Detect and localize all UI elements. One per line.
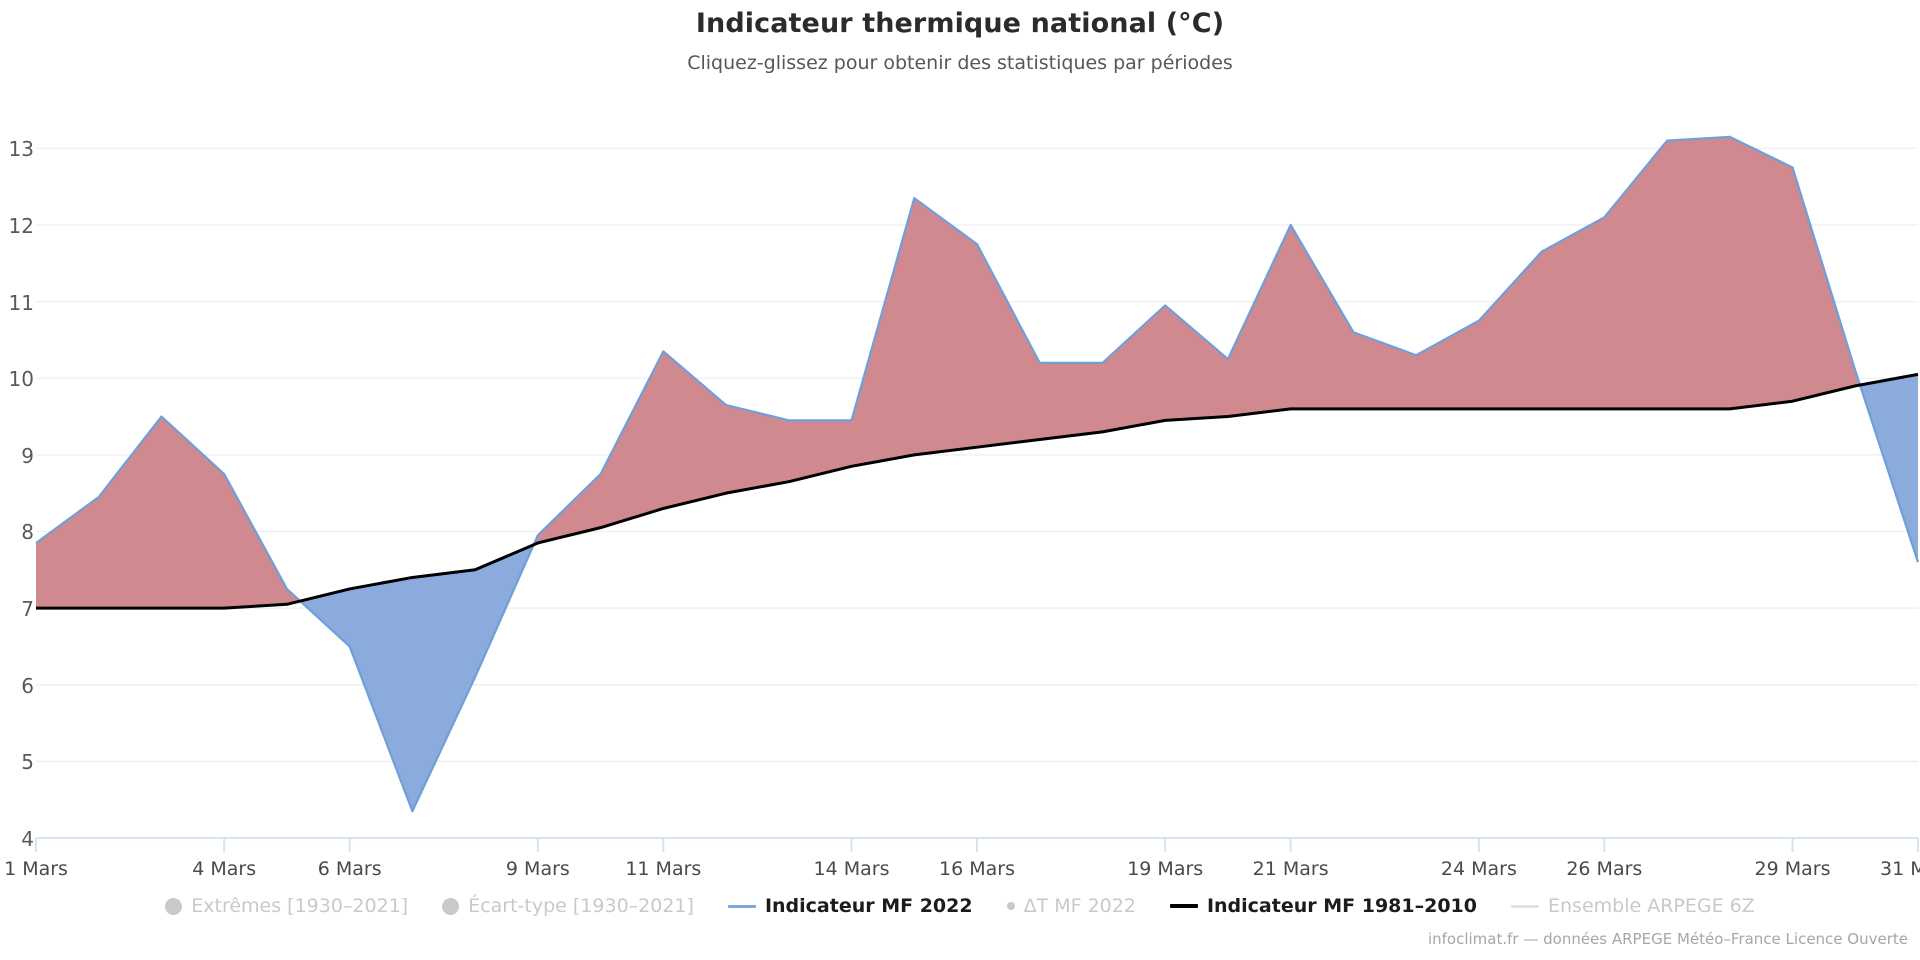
y-tick-label: 4 — [21, 827, 34, 851]
x-tick-label: 31 Mars — [1880, 858, 1920, 880]
series-line-indicateur-mf-1981-2010[interactable] — [36, 372, 1919, 610]
y-tick-label: 11 — [8, 290, 34, 315]
chart-subtitle: Cliquez-glissez pour obtenir des statist… — [687, 52, 1233, 74]
legend-item[interactable]: Extrêmes [1930–2021] — [165, 895, 408, 917]
anomaly-negative-area — [300, 544, 534, 812]
x-tick-label: 24 Mars — [1440, 858, 1517, 880]
y-tick-label: 6 — [21, 673, 34, 698]
legend-item[interactable]: Écart-type [1930–2021] — [442, 895, 694, 917]
legend-item[interactable]: Ensemble ARPEGE 6Z — [1511, 895, 1755, 917]
x-tick-label: 26 Mars — [1566, 858, 1643, 880]
legend-small-dot-icon — [1006, 902, 1015, 910]
x-tick-label: 16 Mars — [939, 858, 1015, 880]
series-line-indicateur-mf-2022[interactable] — [35, 135, 1920, 813]
x-tick-label: 21 Mars — [1252, 858, 1329, 880]
x-tick-label: 29 Mars — [1754, 858, 1831, 880]
legend-item-label: Ensemble ARPEGE 6Z — [1548, 895, 1755, 917]
y-tick-label: 13 — [8, 137, 34, 162]
x-tick-label: 1 Mars — [4, 858, 68, 880]
anomaly-positive-area — [36, 416, 301, 609]
page-title: Indicateur thermique national (°C) — [695, 8, 1225, 39]
x-tick-label: 4 Mars — [192, 858, 257, 880]
y-tick-label: 9 — [21, 443, 34, 468]
x-tick-label: 9 Mars — [505, 858, 570, 880]
legend-item-label: ΔT MF 2022 — [1023, 895, 1136, 917]
y-tick-label: 10 — [8, 367, 34, 392]
x-tick-label: 6 Mars — [317, 858, 382, 880]
x-tick-label: 19 Mars — [1127, 858, 1204, 880]
anomaly-positive-area — [533, 136, 1861, 545]
x-tick-label: 14 Mars — [813, 858, 890, 880]
legend-line-icon — [1169, 904, 1198, 908]
x-tick-label: 11 Mars — [625, 858, 702, 880]
legend-line-icon — [1511, 904, 1539, 908]
y-tick-label: 5 — [21, 750, 34, 775]
legend-item-label: Extrêmes [1930–2021] — [191, 895, 409, 917]
legend-item[interactable]: Indicateur MF 2022 — [727, 895, 973, 917]
legend-item-label: Indicateur MF 2022 — [764, 895, 973, 917]
legend-item-label: Écart-type [1930–2021] — [468, 895, 694, 917]
legend-line-icon — [727, 904, 756, 908]
chart-legend[interactable]: Extrêmes [1930–2021] Écart-type [1930–202… — [0, 895, 1920, 917]
footer-credit: infoclimat.fr — données ARPEGE Météo–Fra… — [1427, 930, 1908, 948]
legend-item[interactable]: ΔT MF 2022 — [1006, 895, 1136, 917]
legend-dot-icon — [165, 897, 183, 915]
y-tick-label: 12 — [8, 213, 34, 238]
y-tick-label: 8 — [21, 520, 34, 545]
legend-item[interactable]: Indicateur MF 1981–2010 — [1169, 895, 1477, 917]
legend-dot-icon — [442, 897, 460, 915]
legend-item-label: Indicateur MF 1981–2010 — [1206, 895, 1477, 917]
y-tick-label: 7 — [21, 597, 34, 622]
